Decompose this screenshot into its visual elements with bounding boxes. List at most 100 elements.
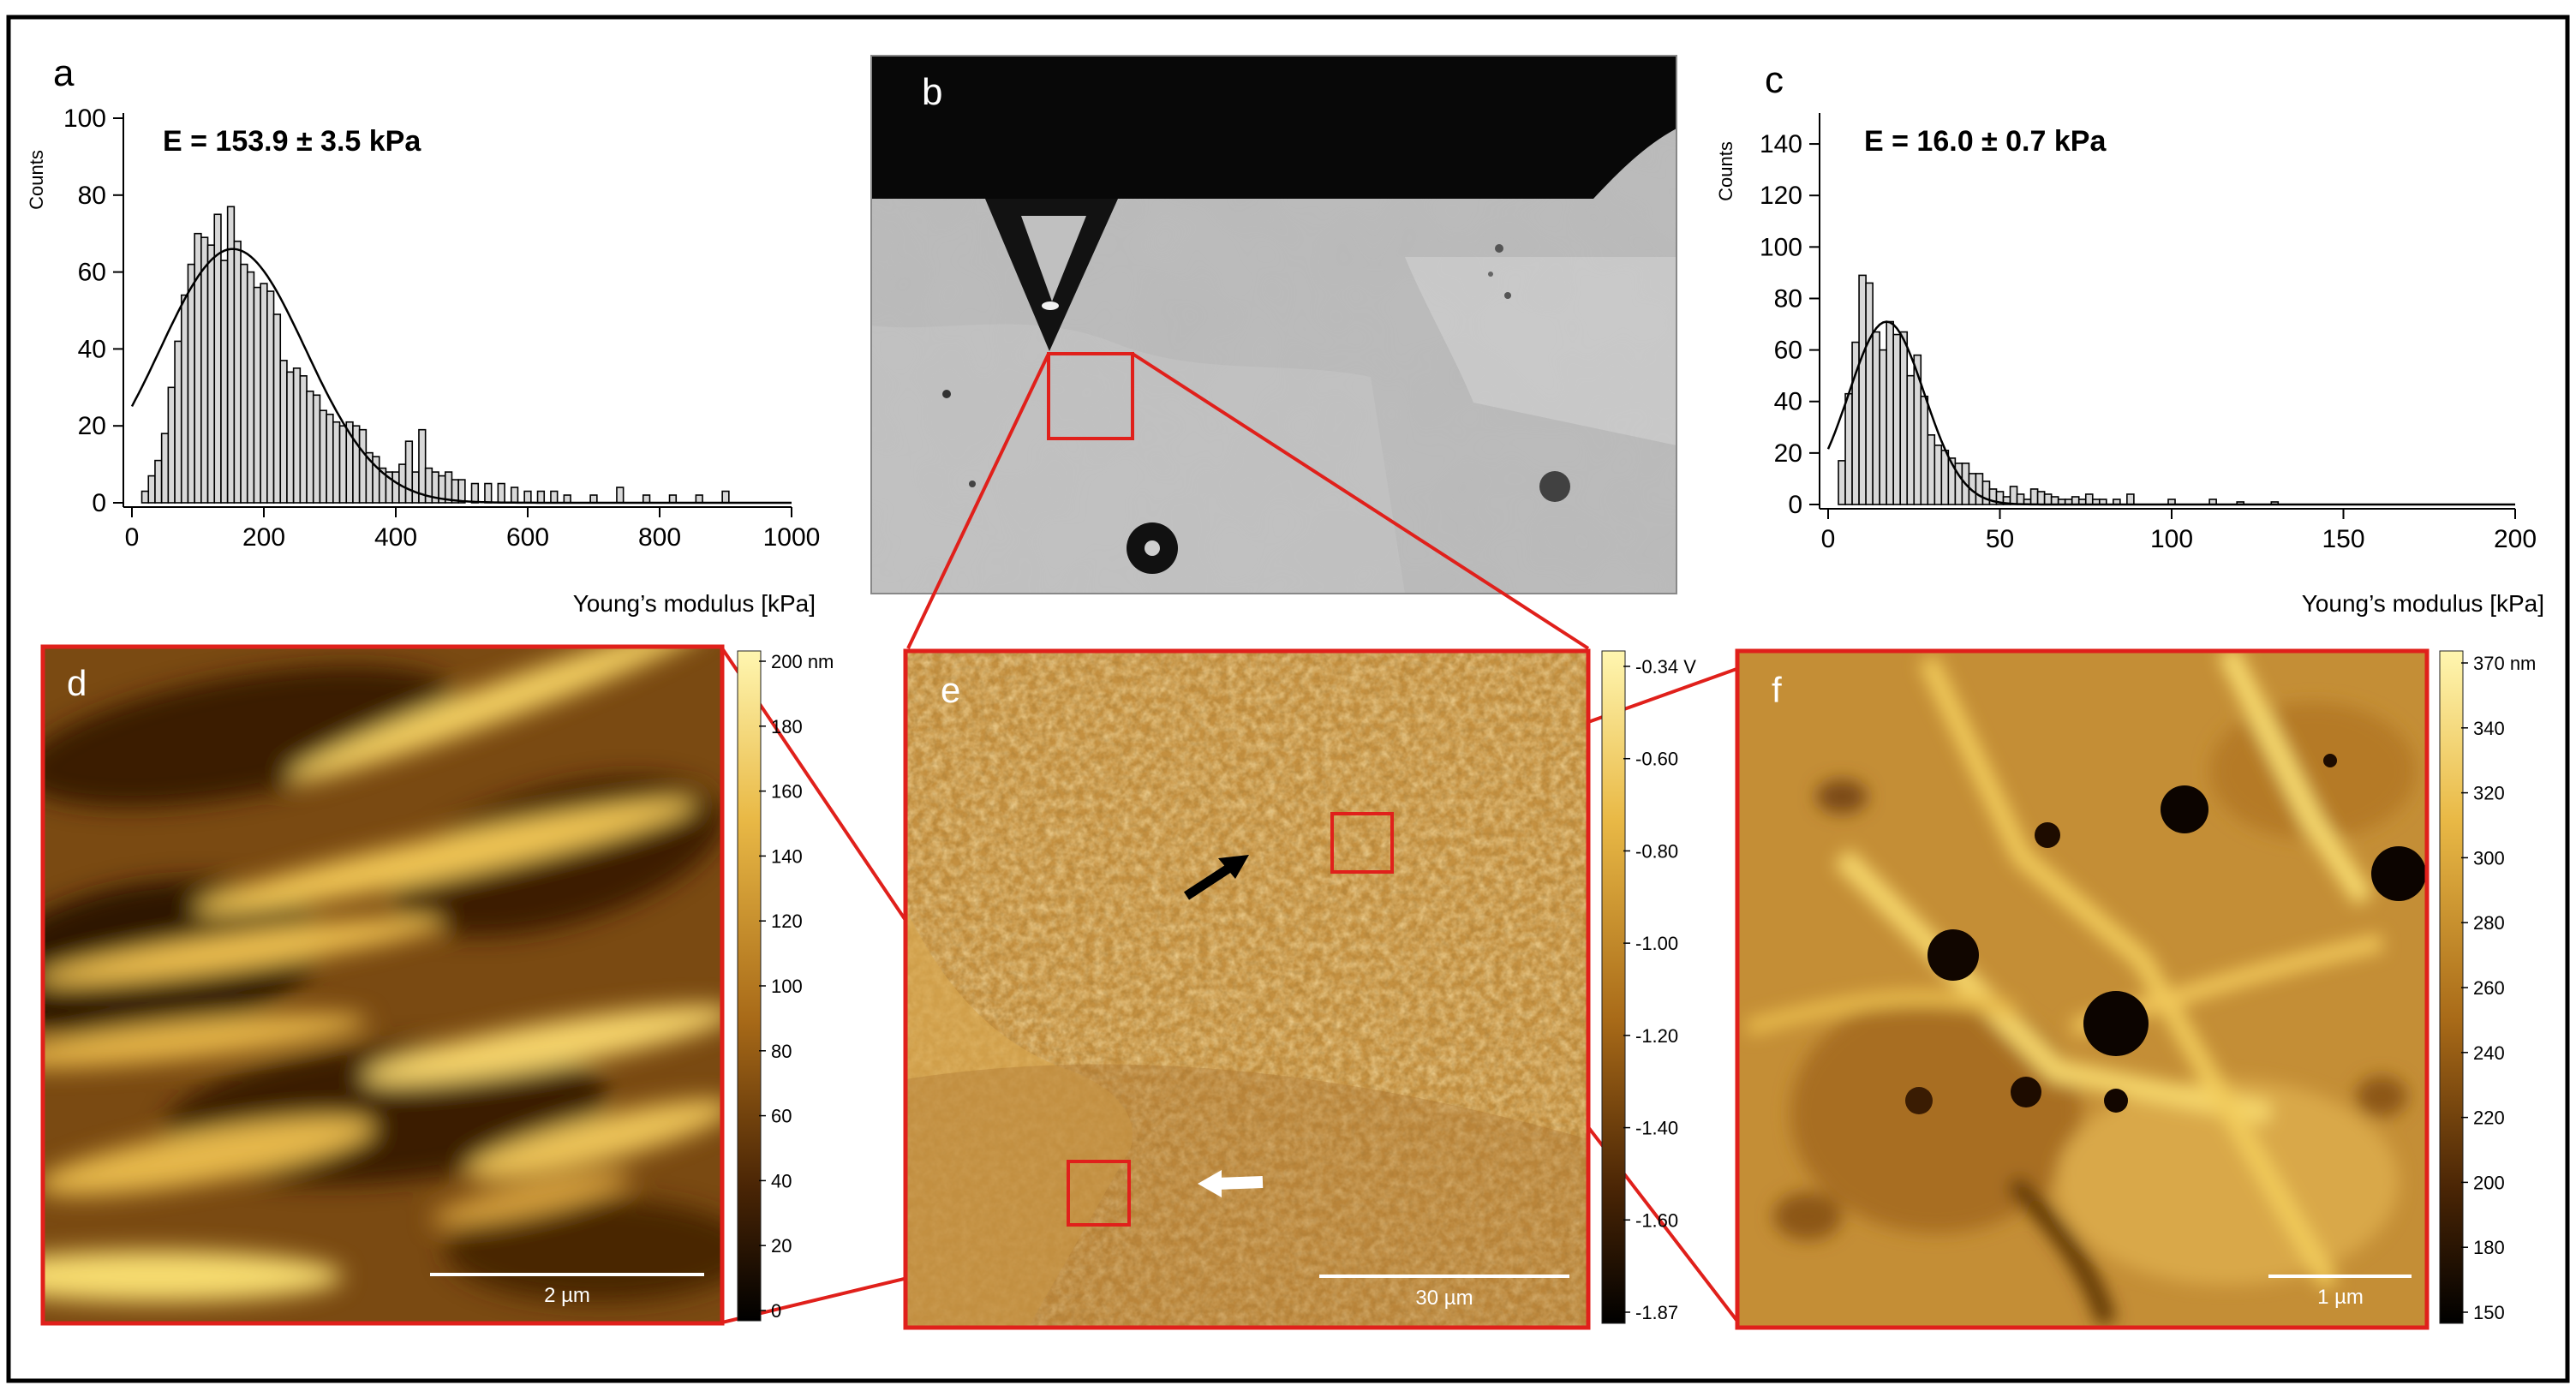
colorbar-label: 300 bbox=[2473, 847, 2505, 869]
pore bbox=[2161, 785, 2208, 833]
colorbar-label: 60 bbox=[771, 1106, 792, 1127]
colorbar-e bbox=[1601, 650, 1626, 1324]
colorbar-label: -1.40 bbox=[1635, 1118, 1678, 1139]
histogram-bar bbox=[470, 482, 480, 504]
zoom-box-b bbox=[1047, 352, 1134, 440]
y-tick-label: 0 bbox=[1788, 491, 1802, 519]
colorbar-label: 280 bbox=[2473, 912, 2505, 934]
pore bbox=[2371, 846, 2426, 901]
histogram-bar bbox=[2043, 493, 2053, 505]
histogram-bar bbox=[226, 206, 236, 504]
colorbar-label: 100 bbox=[771, 976, 803, 997]
histogram-bar bbox=[2126, 493, 2135, 505]
histogram-bar bbox=[1872, 331, 1880, 505]
histogram-bar bbox=[2009, 486, 2018, 505]
histogram-bar bbox=[180, 294, 189, 504]
histogram-bar bbox=[1927, 434, 1936, 505]
histogram-bar bbox=[286, 371, 295, 504]
histogram-bar bbox=[391, 471, 400, 504]
histogram-panel-c: c E = 16.0 ± 0.7 kPa Counts Young’s modu… bbox=[1715, 59, 2544, 617]
colorbar-label: 200 nm bbox=[771, 651, 834, 672]
histogram-bar bbox=[444, 471, 453, 504]
colorbar-d bbox=[737, 650, 762, 1322]
histogram-bar bbox=[266, 290, 275, 504]
colorbar-label: 80 bbox=[771, 1041, 792, 1062]
colorbar-label: 0 bbox=[771, 1300, 781, 1322]
histogram-bar bbox=[457, 479, 466, 504]
histogram-bar bbox=[563, 494, 571, 504]
histogram-bar bbox=[642, 494, 651, 504]
x-axis-label-c: Young’s modulus [kPa] bbox=[2302, 590, 2544, 617]
colorbar-label: 180 bbox=[771, 716, 803, 737]
histogram-bar bbox=[1940, 450, 1950, 505]
colorbar-label: 240 bbox=[2473, 1042, 2505, 1064]
histogram-panel-a: a E = 153.9 ± 3.5 kPa Counts Young’s mod… bbox=[26, 52, 820, 617]
colorbar-label: 220 bbox=[2473, 1107, 2505, 1129]
colorbar-label: -0.80 bbox=[1635, 840, 1678, 862]
histogram-bar bbox=[2084, 493, 2094, 505]
colorbar-label: 150 bbox=[2473, 1302, 2505, 1323]
histogram-bar bbox=[2029, 488, 2039, 505]
histogram-bar bbox=[160, 433, 170, 504]
histogram-bar bbox=[260, 283, 268, 504]
histogram-bar bbox=[1886, 320, 1894, 505]
histogram-bar bbox=[418, 428, 427, 504]
colorbar-label: -1.60 bbox=[1635, 1209, 1678, 1231]
x-tick-label: 0 bbox=[1821, 525, 1836, 553]
histogram-bar bbox=[1844, 392, 1853, 505]
histogram-bar bbox=[721, 490, 730, 504]
colorbar-label: 160 bbox=[771, 781, 803, 803]
histogram-bar bbox=[352, 425, 361, 504]
zoom-box-e-lower bbox=[1067, 1160, 1131, 1227]
histogram-bar bbox=[246, 271, 255, 504]
scalebar-label-f: 1 µm bbox=[2317, 1286, 2364, 1309]
pore bbox=[2011, 1077, 2041, 1107]
x-tick-label: 200 bbox=[242, 523, 285, 552]
y-tick-label: 120 bbox=[1760, 182, 1802, 210]
histogram-bar bbox=[550, 490, 559, 504]
y-tick-label: 100 bbox=[63, 104, 106, 133]
histogram-bar bbox=[497, 482, 505, 504]
histogram-bar bbox=[326, 413, 334, 504]
colorbar-label: 370 nm bbox=[2473, 653, 2536, 674]
histogram-bar bbox=[272, 313, 282, 504]
histogram-bar bbox=[233, 240, 242, 504]
histogram-bar bbox=[510, 487, 519, 504]
panel-letter-d: d bbox=[67, 663, 87, 703]
colorbar-label: 140 bbox=[771, 845, 803, 867]
scalebar-label-e: 30 µm bbox=[1415, 1287, 1473, 1310]
cantilever-chip bbox=[871, 56, 1676, 199]
histogram-bar bbox=[536, 490, 546, 504]
histogram-bar bbox=[220, 260, 229, 504]
panel-letter-a: a bbox=[53, 52, 75, 94]
afm-height-panel-d: d 2 µm 200 nm 180 160 140 120 100 80 60 40 20 0 bbox=[40, 644, 834, 1326]
colorbar-label: 180 bbox=[2473, 1237, 2505, 1258]
panel-letter-c: c bbox=[1765, 59, 1784, 101]
y-tick-label: 60 bbox=[1774, 337, 1802, 365]
y-tick-label: 140 bbox=[1760, 130, 1802, 158]
pore bbox=[1928, 929, 1979, 981]
histogram-bar bbox=[616, 487, 625, 504]
black-arrow-icon bbox=[1183, 855, 1249, 900]
equation-a: E = 153.9 ± 3.5 kPa bbox=[163, 125, 421, 158]
zoom-box-e-upper bbox=[1330, 812, 1394, 874]
colorbar-label: 260 bbox=[2473, 977, 2505, 999]
histogram-bar bbox=[206, 244, 216, 504]
white-arrow-icon bbox=[1198, 1170, 1264, 1197]
histogram-bar bbox=[1879, 349, 1887, 505]
histogram-bar bbox=[1906, 374, 1916, 505]
colorbar-label: -1.00 bbox=[1635, 933, 1678, 954]
histogram-bar bbox=[299, 375, 308, 504]
histogram-bar bbox=[589, 494, 598, 504]
histogram-bar bbox=[2050, 496, 2059, 505]
panel-letter-b: b bbox=[922, 71, 942, 113]
panel-letter-e: e bbox=[941, 670, 960, 710]
histogram-bar bbox=[1858, 274, 1867, 505]
histogram-bar bbox=[668, 494, 678, 504]
colorbar-label: 120 bbox=[771, 910, 803, 932]
x-axis-label-a: Young’s modulus [kPa] bbox=[573, 590, 816, 617]
histogram-bar bbox=[484, 482, 493, 504]
x-tick-label: 150 bbox=[2322, 525, 2364, 553]
colorbar-label: -1.20 bbox=[1635, 1025, 1678, 1047]
pore bbox=[2104, 1089, 2128, 1113]
